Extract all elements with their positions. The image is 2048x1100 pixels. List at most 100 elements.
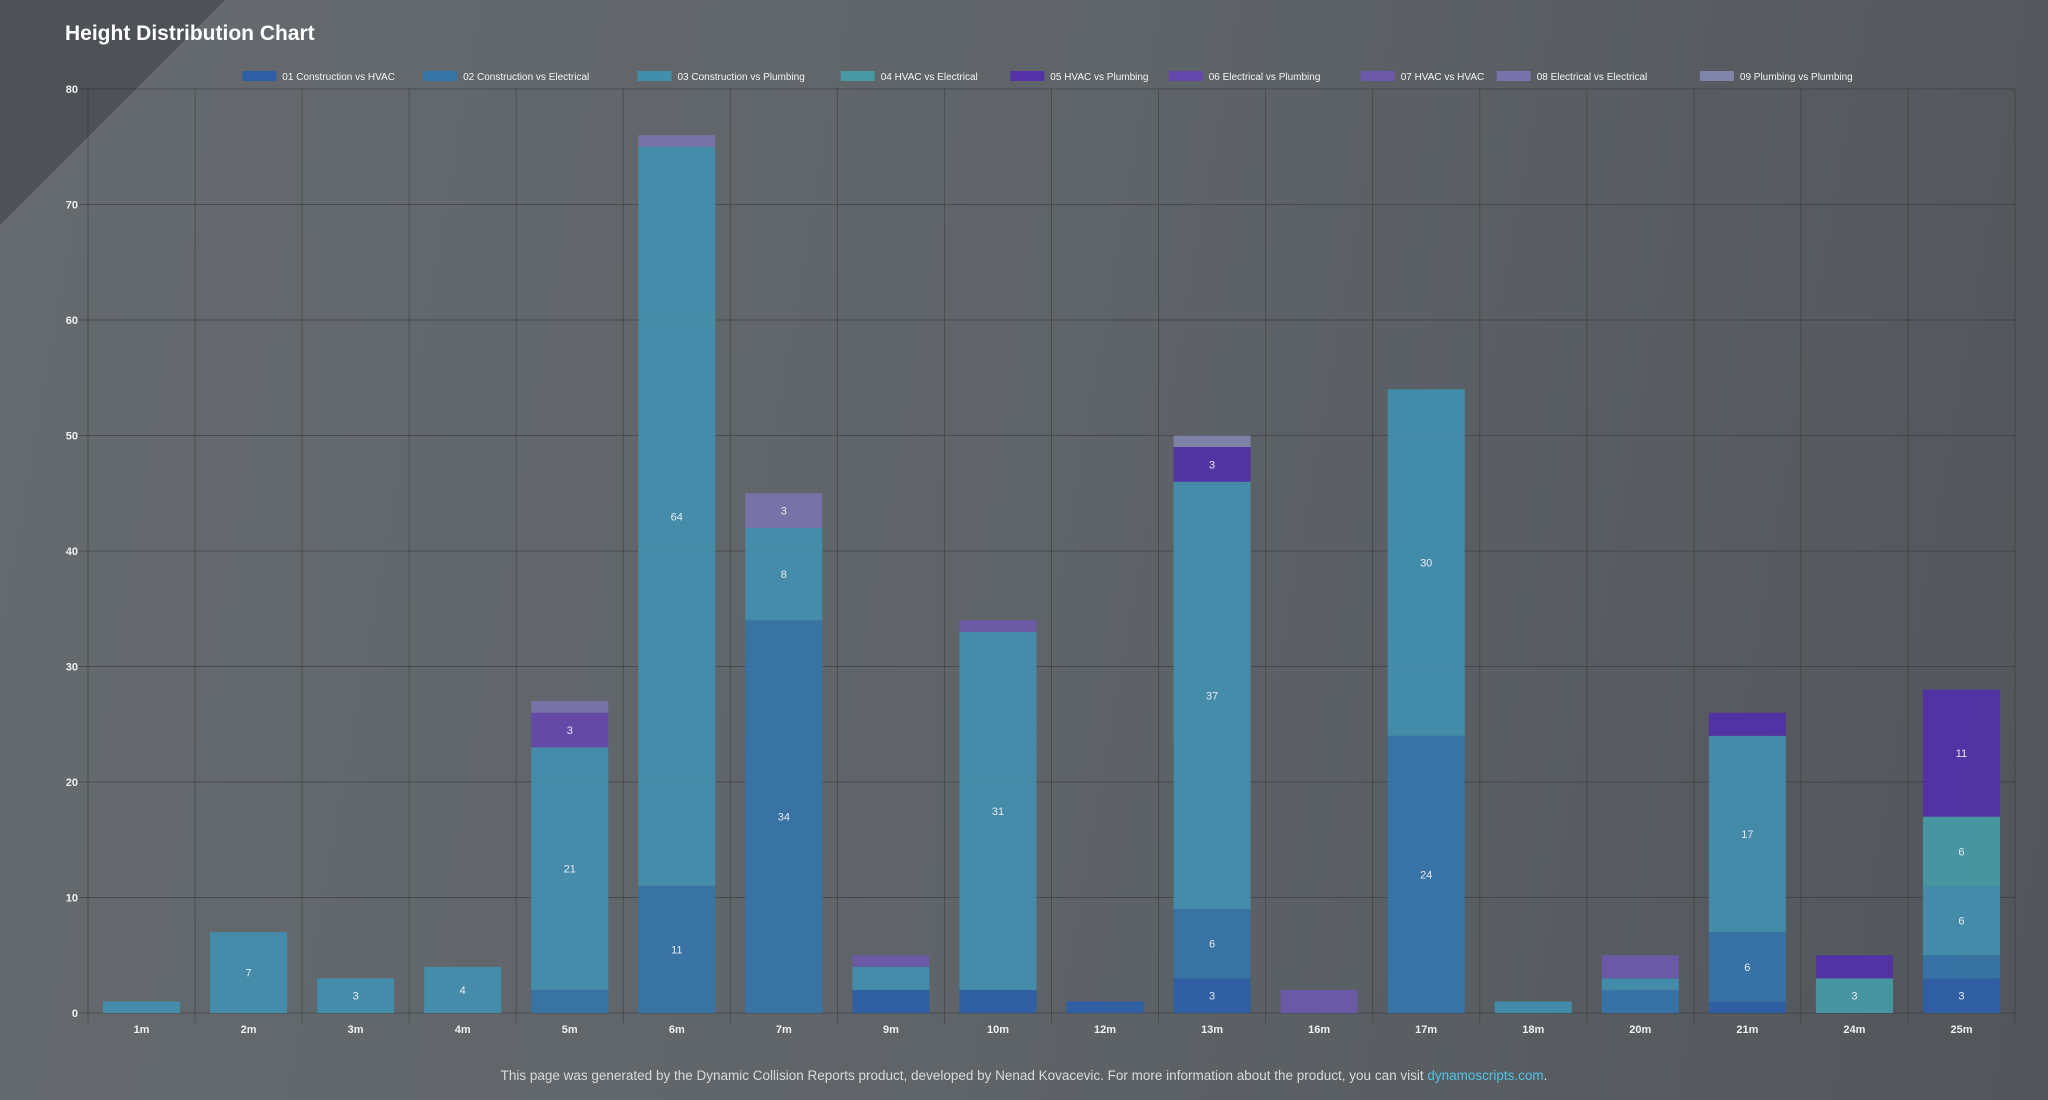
- data-label: 6: [1744, 962, 1750, 974]
- bar-segment: [317, 978, 395, 1013]
- legend-swatch: [1010, 71, 1045, 81]
- data-label: 4: [460, 985, 466, 997]
- bar-segment: [102, 1001, 181, 1013]
- bar-segment: [1066, 1001, 1144, 1013]
- data-label: 3: [567, 725, 573, 737]
- data-label: 37: [1206, 690, 1218, 702]
- x-tick-label: 25m: [1950, 1024, 1972, 1036]
- data-label: 6: [1958, 846, 1964, 858]
- x-tick-label: 10m: [987, 1024, 1009, 1036]
- data-label: 7: [246, 968, 252, 980]
- bar-segment: [1387, 389, 1465, 736]
- footer-link[interactable]: dynamoscripts.com: [1427, 1068, 1544, 1083]
- data-label: 6: [1958, 916, 1964, 928]
- data-label: 3: [1209, 459, 1215, 471]
- bar-segment: [1601, 955, 1679, 979]
- x-tick-label: 3m: [348, 1024, 364, 1036]
- footer: This page was generated by the Dynamic C…: [0, 1068, 2048, 1083]
- x-tick-label: 2m: [241, 1024, 257, 1036]
- bar-segment: [852, 989, 930, 1013]
- legend-swatch: [1360, 71, 1395, 81]
- bar-segment: [959, 631, 1037, 990]
- bar-segment: [852, 955, 930, 967]
- y-tick-label: 10: [66, 893, 78, 905]
- data-label: 6: [1209, 939, 1215, 951]
- y-tick-label: 40: [66, 546, 78, 558]
- data-label: 3: [1209, 991, 1215, 1003]
- bar-segment: [1922, 955, 2001, 979]
- bar-segment: [745, 620, 823, 1013]
- data-label: 17: [1741, 829, 1753, 841]
- bar-segment: [531, 989, 609, 1013]
- bar-segment: [1173, 447, 1251, 482]
- legend-label: 01 Construction vs HVAC: [282, 72, 395, 83]
- data-label: 30: [1420, 558, 1432, 570]
- data-label: 34: [778, 812, 790, 824]
- legend-label: 02 Construction vs Electrical: [463, 72, 589, 83]
- y-tick-label: 80: [66, 84, 78, 96]
- y-tick-label: 60: [66, 315, 78, 327]
- corner-decoration: [0, 0, 225, 225]
- legend-label: 05 HVAC vs Plumbing: [1050, 72, 1148, 83]
- x-tick-label: 4m: [455, 1024, 471, 1036]
- bar-segment: [1922, 816, 2001, 886]
- data-label: 11: [671, 944, 682, 956]
- legend-label: 08 Electrical vs Electrical: [1537, 72, 1648, 83]
- bar-segment: [531, 747, 609, 990]
- x-tick-label: 6m: [669, 1024, 685, 1036]
- data-label: 8: [781, 569, 787, 581]
- bar-segment: [1922, 885, 2001, 956]
- bar-segment: [852, 966, 930, 990]
- bar-segment: [959, 620, 1037, 632]
- legend-label: 07 HVAC vs HVAC: [1401, 72, 1485, 83]
- footer-text: This page was generated by the Dynamic C…: [500, 1068, 1428, 1083]
- legend-label: 06 Electrical vs Plumbing: [1209, 72, 1321, 83]
- legend-swatch: [1168, 71, 1203, 81]
- legend-swatch: [423, 71, 458, 81]
- data-label: 3: [1958, 991, 1964, 1003]
- data-label: 24: [1420, 869, 1432, 881]
- x-tick-label: 13m: [1201, 1024, 1223, 1036]
- bar-segment: [210, 932, 288, 1013]
- data-label: 21: [564, 864, 576, 876]
- x-tick-label: 20m: [1629, 1024, 1651, 1036]
- x-tick-label: 21m: [1736, 1024, 1758, 1036]
- x-tick-label: 5m: [562, 1024, 578, 1036]
- bar-segment: [1708, 712, 1786, 736]
- y-tick-label: 20: [66, 777, 78, 789]
- legend-label: 03 Construction vs Plumbing: [678, 72, 805, 83]
- bar-segment: [1815, 978, 1893, 1013]
- bar-segment: [1601, 989, 1679, 1013]
- legend-label: 04 HVAC vs Electrical: [881, 72, 978, 83]
- x-tick-label: 9m: [883, 1024, 899, 1036]
- bar-segment: [745, 527, 823, 621]
- x-tick-label: 16m: [1308, 1024, 1330, 1036]
- y-tick-label: 70: [66, 200, 78, 212]
- x-tick-label: 17m: [1415, 1024, 1437, 1036]
- data-label: 64: [671, 511, 683, 523]
- data-label: 3: [353, 991, 359, 1003]
- x-tick-label: 18m: [1522, 1024, 1544, 1036]
- bar-segment: [638, 885, 716, 1013]
- bar-segment: [531, 712, 609, 748]
- bar-segment: [1708, 735, 1786, 933]
- bar-segment: [1922, 689, 2001, 817]
- x-tick-label: 1m: [134, 1024, 150, 1036]
- legend-swatch: [242, 71, 277, 81]
- legend-swatch: [840, 71, 875, 81]
- bar-segment: [1173, 978, 1251, 1013]
- footer-end: .: [1543, 1068, 1548, 1083]
- legend-label: 09 Plumbing vs Plumbing: [1740, 72, 1853, 83]
- data-label: 3: [1851, 991, 1857, 1003]
- bar-segment: [1708, 1001, 1786, 1013]
- y-tick-label: 30: [66, 662, 78, 674]
- bar-segment: [1708, 932, 1786, 1002]
- bar-segment: [1387, 735, 1465, 1013]
- data-label: 3: [781, 506, 787, 518]
- data-label: 11: [1956, 748, 1967, 760]
- bar-segment: [1173, 435, 1251, 448]
- bar-segment: [1494, 1001, 1572, 1013]
- bar-segment: [1815, 955, 1893, 979]
- bar-segment: [1601, 978, 1679, 990]
- bar-segment: [424, 966, 502, 1013]
